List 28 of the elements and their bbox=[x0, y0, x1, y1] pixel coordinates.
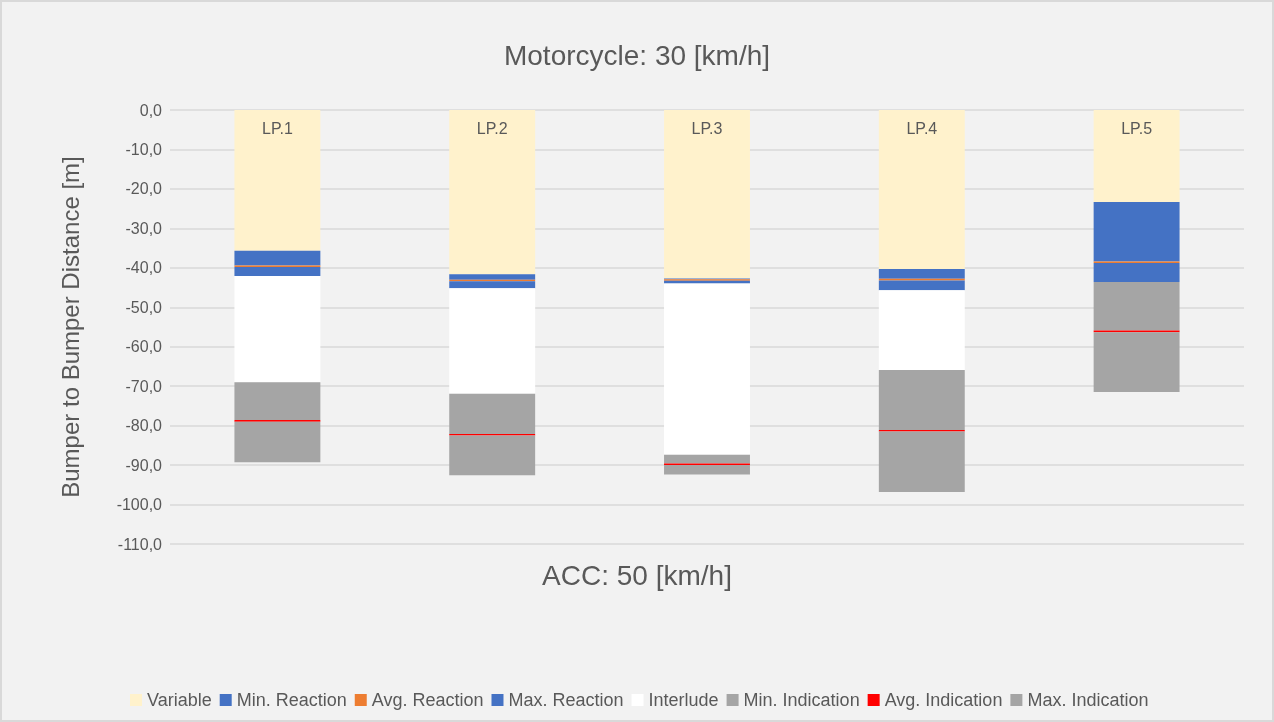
y-tick-label: -100,0 bbox=[116, 496, 163, 514]
legend-label: Interlude bbox=[648, 690, 719, 710]
chart-title: Motorcycle: 30 [km/h] bbox=[503, 39, 771, 71]
y-tick-label: -10,0 bbox=[125, 140, 163, 158]
y-tick-label: -110,0 bbox=[117, 535, 163, 553]
y-tick-label: -20,0 bbox=[125, 180, 163, 198]
x-tick-label: LP.5 bbox=[1121, 119, 1153, 137]
x-tick-label: LP.1 bbox=[261, 119, 293, 137]
y-tick-label: -30,0 bbox=[125, 219, 163, 237]
legend-label: Max. Indication bbox=[1027, 690, 1149, 710]
y-tick-label: -80,0 bbox=[125, 417, 163, 435]
legend-label: Avg. Reaction bbox=[371, 690, 484, 710]
legend-label: Variable bbox=[147, 690, 212, 710]
legend-label: Min. Reaction bbox=[236, 690, 347, 710]
y-tick-label: -50,0 bbox=[125, 298, 163, 316]
y-tick-label: 0,0 bbox=[139, 101, 163, 119]
y-tick-label: -40,0 bbox=[125, 259, 163, 277]
legend-label: Max. Reaction bbox=[508, 690, 624, 710]
y-tick-label: -60,0 bbox=[125, 338, 163, 356]
x-tick-label: LP.2 bbox=[476, 119, 508, 137]
x-tick-label: LP.3 bbox=[691, 119, 723, 137]
y-tick-label: -90,0 bbox=[125, 456, 163, 474]
legend-label: Min. Indication bbox=[743, 690, 860, 710]
x-tick-label: LP.4 bbox=[906, 119, 938, 137]
x-axis-title: ACC: 50 [km/h] bbox=[542, 559, 732, 591]
y-tick-label: -70,0 bbox=[125, 377, 163, 395]
legend-label: Avg. Indication bbox=[884, 690, 1003, 710]
y-axis-title: Bumper to Bumper Distance [m] bbox=[56, 156, 84, 498]
